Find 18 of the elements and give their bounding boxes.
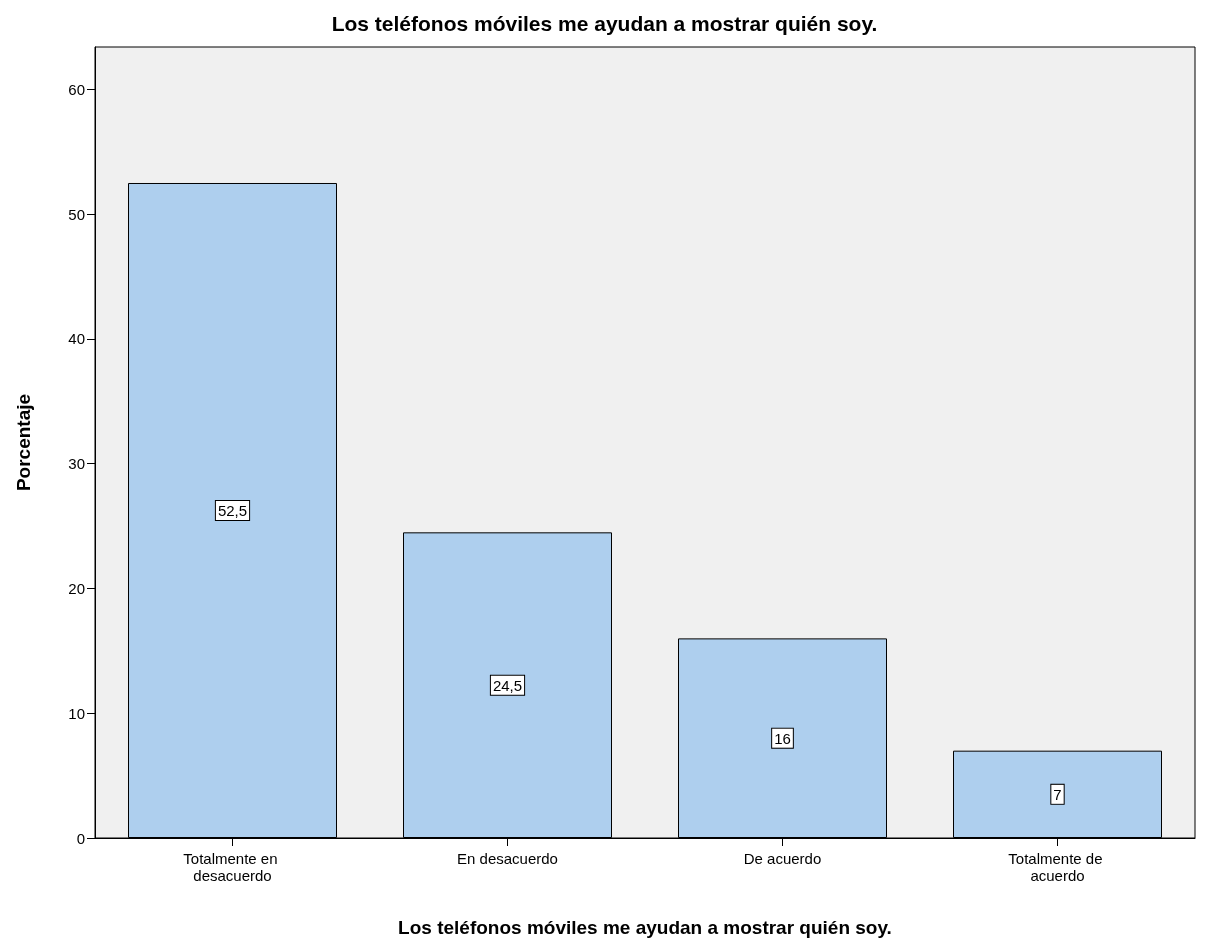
- y-tick-label: 40: [68, 330, 85, 348]
- data-label: 16: [774, 729, 791, 747]
- y-tick-label: 0: [76, 829, 85, 847]
- y-tick-label: 30: [68, 455, 85, 473]
- y-tick-label: 50: [68, 205, 85, 223]
- x-tick-label: Totalmente en desacuerdo: [183, 850, 282, 884]
- data-label: 24,5: [492, 676, 523, 694]
- y-axis-title: Porcentaje: [13, 393, 34, 492]
- x-tick-label: De acuerdo: [743, 850, 822, 867]
- y-tick-label: 20: [68, 579, 85, 597]
- y-tick-label: 10: [68, 704, 85, 722]
- y-tick-label: 60: [68, 80, 85, 98]
- chart-title: Los teléfonos móviles me ayudan a mostrar quién soy.: [331, 12, 878, 35]
- x-tick-label: En desacuerdo: [457, 850, 558, 867]
- x-axis-title: Los teléfonos móviles me ayudan a mostrar quién soy.: [398, 917, 892, 938]
- data-label: 7: [1053, 785, 1062, 803]
- x-tick-label: Totalmente de acuerdo: [1008, 850, 1107, 884]
- data-label: 52,5: [217, 502, 248, 519]
